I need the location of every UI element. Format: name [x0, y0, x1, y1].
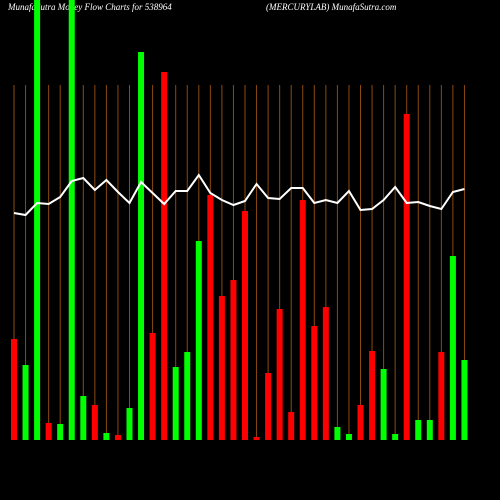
bar: [449, 256, 456, 440]
bar: [345, 434, 352, 440]
bar: [68, 0, 75, 440]
bar: [426, 420, 433, 440]
bar: [299, 200, 306, 440]
bar: [138, 52, 145, 440]
bar: [91, 405, 98, 440]
bar: [380, 369, 387, 440]
bar: [45, 423, 52, 440]
bar: [253, 437, 260, 440]
bar: [34, 0, 41, 440]
bar: [80, 396, 87, 440]
bar: [172, 367, 179, 440]
bar: [369, 351, 376, 440]
bar: [126, 408, 133, 440]
bar: [242, 211, 248, 440]
bar: [230, 280, 237, 440]
bar: [357, 405, 364, 440]
bar: [161, 72, 168, 440]
bar: [207, 195, 214, 440]
bar: [195, 241, 202, 440]
bar: [184, 352, 191, 440]
bar: [103, 433, 110, 440]
bar: [415, 420, 422, 440]
money-flow-line: [13, 173, 465, 217]
bar: [22, 365, 29, 440]
bar: [149, 333, 156, 440]
bar: [276, 309, 283, 440]
bar: [403, 114, 410, 440]
bar: [114, 435, 121, 440]
bar: [392, 434, 399, 440]
bar: [218, 296, 225, 440]
bar: [11, 339, 17, 440]
bar: [322, 307, 329, 440]
bar: [265, 373, 272, 440]
bar: [438, 352, 445, 440]
chart-title: MunafaSutra Money Flow Charts for 538964: [7, 2, 172, 12]
bar: [288, 412, 295, 440]
bar: [334, 427, 341, 440]
bar: [57, 424, 64, 440]
bar: [311, 326, 318, 440]
bar: [461, 360, 468, 440]
chart-subtitle: (MERCURYLAB) MunafaSutra.com: [266, 2, 397, 12]
